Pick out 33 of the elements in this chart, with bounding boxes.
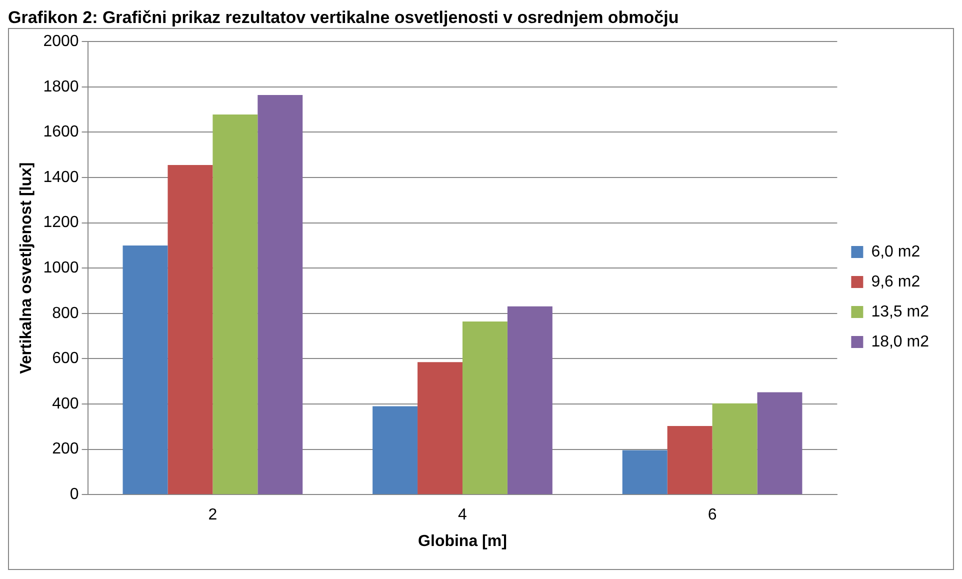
legend-label: 6,0 m2 xyxy=(871,243,920,260)
bar xyxy=(712,403,758,494)
bar xyxy=(372,406,418,494)
bar xyxy=(418,362,462,494)
y-tick-label: 400 xyxy=(52,395,79,412)
bar xyxy=(757,392,802,494)
y-tick-label: 800 xyxy=(52,304,79,322)
bar xyxy=(168,165,213,494)
legend-label: 9,6 m2 xyxy=(871,273,920,290)
y-tick-label: 0 xyxy=(70,486,79,504)
x-tick-label: 4 xyxy=(458,506,468,524)
x-tick-label: 2 xyxy=(208,506,218,524)
y-tick-label: 2000 xyxy=(43,33,79,50)
y-axis-title: Vertikalna osvetljenost [lux] xyxy=(18,162,36,374)
bar xyxy=(667,426,712,494)
bar xyxy=(622,450,668,494)
y-tick-label: 1200 xyxy=(43,214,79,232)
bar xyxy=(462,322,508,494)
bar xyxy=(122,245,168,494)
legend-label: 13,5 m2 xyxy=(871,303,930,320)
legend-label: 18,0 m2 xyxy=(871,333,930,350)
y-tick-label: 1400 xyxy=(43,168,79,186)
y-tick-label: 200 xyxy=(52,440,79,458)
y-tick-label: 1600 xyxy=(43,124,79,141)
chart-title: Grafikon 2: Grafični prikaz rezultatov vertikalne osvetljenosti v osrednjem območju xyxy=(8,8,680,28)
x-axis-title: Globina [m] xyxy=(418,532,507,550)
y-tick-label: 1000 xyxy=(43,260,79,277)
x-tick-label: 6 xyxy=(708,506,717,524)
y-tick-label: 600 xyxy=(52,350,79,368)
y-tick-label: 1800 xyxy=(43,78,79,96)
bar xyxy=(507,306,552,494)
bar xyxy=(258,95,303,494)
bar xyxy=(212,114,258,494)
